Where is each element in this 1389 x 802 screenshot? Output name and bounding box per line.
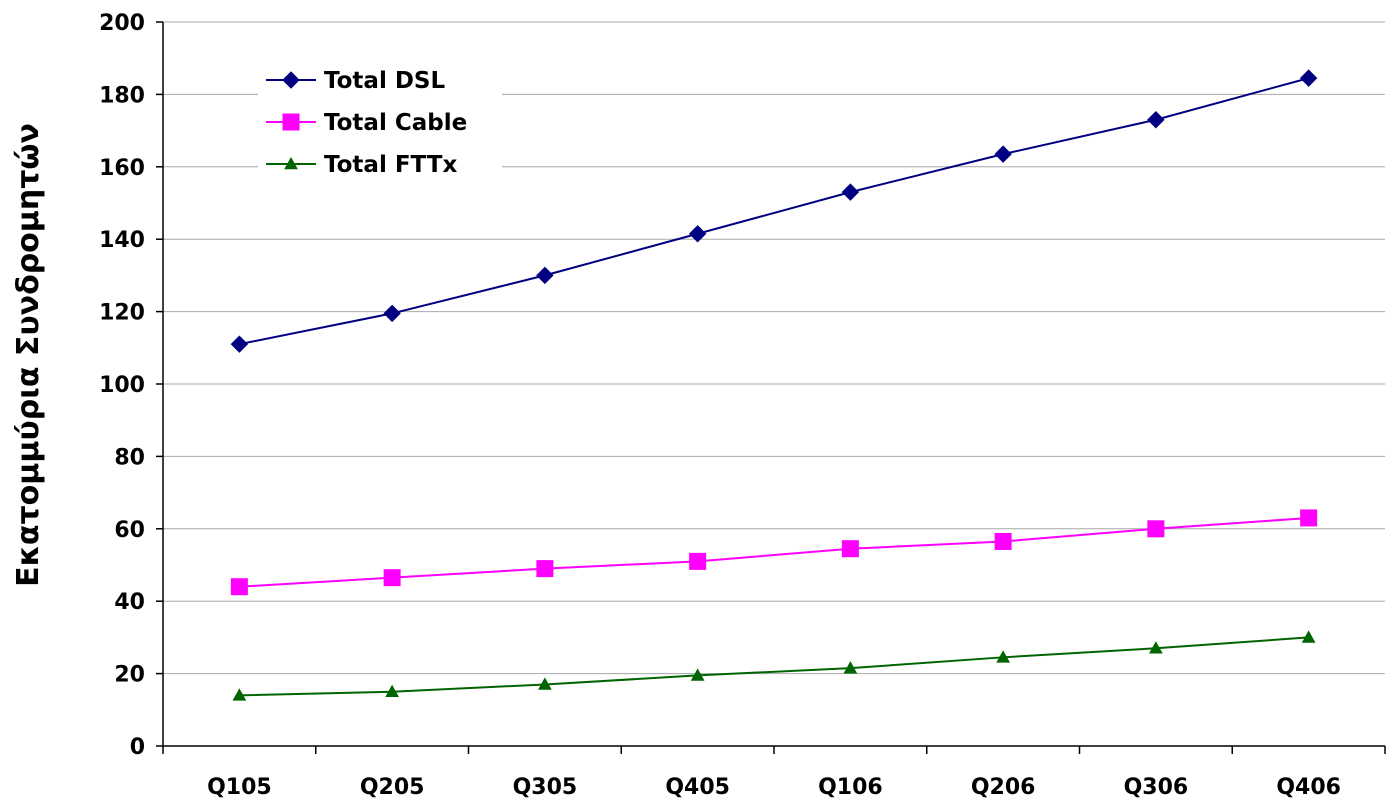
series-total-cable (230, 509, 1318, 596)
legend-marker (284, 156, 298, 170)
data-point (232, 688, 247, 701)
legend-entry: Total FTTx (266, 152, 457, 178)
data-point (994, 532, 1012, 550)
y-tick-label: 0 (130, 735, 145, 760)
x-tick-label: Q206 (971, 775, 1036, 800)
y-tick-label: 160 (99, 156, 145, 181)
y-tick-label: 200 (99, 11, 145, 36)
legend-label: Total DSL (324, 68, 445, 94)
legend-label: Total FTTx (324, 152, 457, 178)
legend-label: Total Cable (324, 110, 467, 136)
y-tick-label: 20 (114, 663, 145, 688)
x-tick-label: Q205 (360, 775, 425, 800)
data-point (230, 335, 249, 353)
data-point (688, 225, 707, 243)
legend-marker (282, 71, 300, 89)
y-tick-label: 140 (99, 228, 145, 253)
series-line (239, 77, 1309, 346)
gridlines (163, 21, 1385, 675)
x-tick-label: Q105 (207, 775, 272, 800)
data-point (1147, 111, 1165, 129)
data-point (690, 668, 705, 681)
y-tick-label: 40 (114, 590, 145, 615)
data-point (996, 650, 1010, 663)
data-point (1299, 69, 1318, 87)
data-point (230, 578, 248, 596)
y-tick-label: 180 (99, 83, 145, 108)
y-tick-label: 120 (99, 301, 145, 326)
tick-labels: 0 20 40 60 80 100 120 140 160 180 200 Q105 Q205 Q305 Q… (99, 11, 1341, 800)
data-point (536, 266, 554, 285)
x-tick-label: Q405 (665, 775, 730, 800)
series-total-dsl (230, 69, 1318, 353)
data-point (843, 661, 858, 674)
y-tick-label: 80 (114, 445, 145, 470)
data-point (1301, 630, 1316, 643)
legend-entry: Total DSL (266, 68, 445, 94)
data-point (841, 540, 859, 558)
y-axis-title: Εκατομμύρια Συνδρομητών (11, 123, 46, 587)
data-point (536, 560, 554, 578)
legend-entry: Total Cable (266, 110, 467, 136)
data-point (385, 684, 399, 697)
data-point (538, 677, 552, 690)
legend-box (258, 34, 502, 172)
series-line (239, 636, 1309, 697)
series-total-fttx (232, 630, 1316, 701)
x-tick-label: Q106 (818, 775, 883, 800)
y-tick-label: 60 (114, 518, 145, 543)
data-point (383, 569, 401, 587)
data-point (1147, 520, 1165, 538)
x-tick-label: Q306 (1124, 775, 1189, 800)
data-point (1149, 641, 1163, 654)
data-point (383, 304, 401, 323)
series-line (239, 516, 1309, 588)
data-point (1300, 509, 1318, 527)
data-point (689, 552, 707, 570)
series (230, 69, 1318, 701)
x-tick-label: Q406 (1276, 775, 1341, 800)
x-tick-label: Q305 (513, 775, 578, 800)
data-point (841, 183, 860, 201)
y-tick-label: 100 (99, 373, 145, 398)
legend: Total DSL Total Cable Total FTTx (258, 34, 502, 178)
data-point (994, 145, 1012, 163)
axes (156, 21, 1386, 754)
legend-marker (282, 113, 300, 131)
